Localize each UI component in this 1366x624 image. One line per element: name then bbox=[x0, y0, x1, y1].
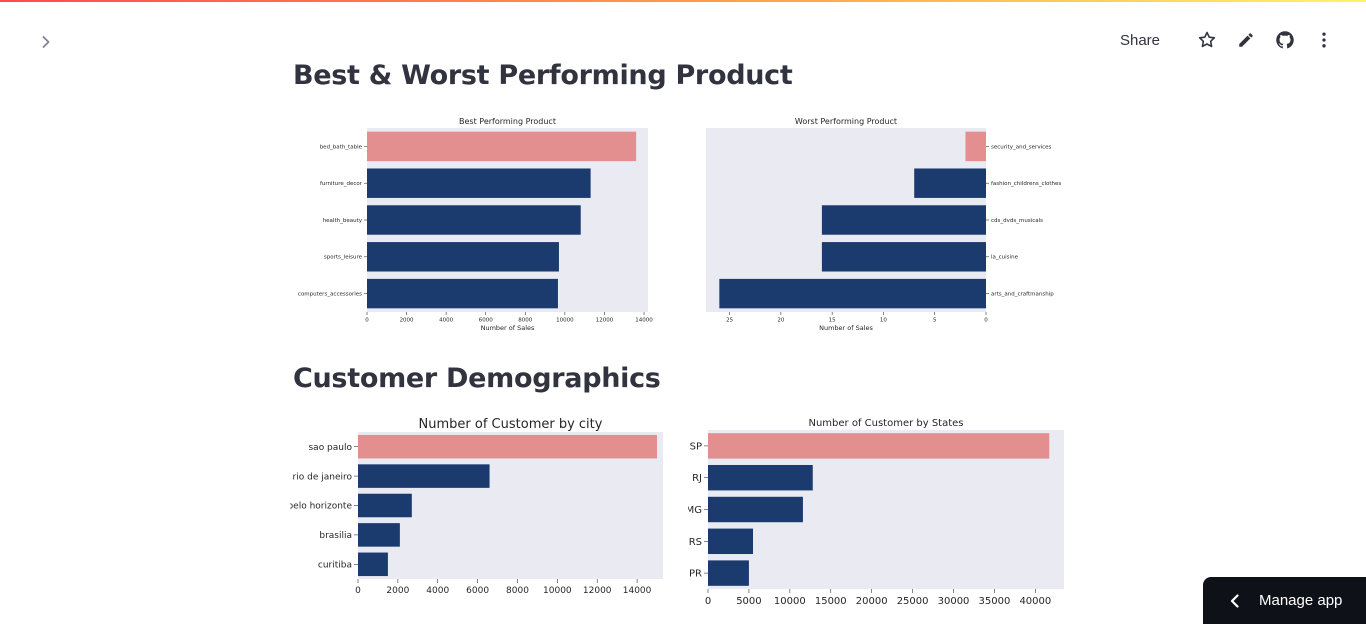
chevron-left-icon bbox=[1229, 593, 1241, 608]
x-tick-label: 4000 bbox=[426, 586, 449, 596]
bar-sports-leisure bbox=[367, 242, 559, 272]
section-title-demographics: Customer Demographics bbox=[293, 363, 661, 394]
x-tick-label: 10000 bbox=[543, 586, 572, 596]
y-tick-label: SP bbox=[690, 441, 702, 452]
bar-arts-and-craftmanship bbox=[719, 278, 986, 309]
x-tick-label: 5 bbox=[933, 318, 937, 324]
sidebar-toggle-button[interactable] bbox=[34, 32, 58, 56]
github-icon[interactable] bbox=[1273, 28, 1297, 52]
y-tick-label: security_and_services bbox=[991, 144, 1052, 150]
x-tick-label: 8000 bbox=[506, 586, 529, 596]
y-tick-label: arts_and_craftmanship bbox=[991, 292, 1054, 298]
x-tick-label: 0 bbox=[984, 318, 988, 324]
x-tick-label: 4000 bbox=[439, 318, 453, 324]
x-tick-label: 20 bbox=[777, 318, 784, 324]
x-tick-label: 6000 bbox=[479, 318, 493, 324]
y-tick-label: fashion_childrens_clothes bbox=[991, 181, 1061, 187]
customer-by-city-chart: Number of Customer by city sao paulo rio d… bbox=[290, 414, 675, 604]
x-tick-label: 14000 bbox=[635, 318, 653, 324]
y-tick-label: RS bbox=[689, 537, 702, 548]
bar-rio-de-janeiro bbox=[358, 464, 490, 488]
chart-title: Worst Performing Product bbox=[795, 117, 897, 126]
bar-fashion-childrens-clothes bbox=[914, 168, 986, 198]
y-tick-label: furniture_decor bbox=[320, 181, 363, 187]
bar-sp bbox=[708, 433, 1050, 459]
x-tick-label: 0 bbox=[355, 586, 361, 596]
y-tick-label: bed_bath_table bbox=[320, 144, 363, 150]
bar-la-cuisine bbox=[821, 242, 986, 272]
x-tick-label: 14000 bbox=[623, 586, 652, 596]
y-tick-label: PR bbox=[689, 569, 702, 580]
chart-title: Best Performing Product bbox=[459, 117, 556, 126]
x-tick-label: 25000 bbox=[897, 596, 929, 607]
x-tick-label: 12000 bbox=[583, 586, 612, 596]
bar-brasilia bbox=[358, 523, 400, 547]
best-product-chart-svg: Best Performing Product bed_bath_tablefur… bbox=[298, 117, 653, 332]
worst-product-chart-svg: Worst Performing Product security_and_ser… bbox=[706, 117, 1061, 332]
bar-belo-horizonte bbox=[358, 493, 412, 518]
top-decoration-bar bbox=[0, 0, 1366, 2]
bar-sao-paulo bbox=[358, 434, 658, 459]
more-vertical-icon[interactable] bbox=[1312, 28, 1336, 52]
x-tick-label: 10000 bbox=[774, 596, 806, 607]
y-tick-label: rio de janeiro bbox=[293, 472, 353, 482]
y-tick-label: RJ bbox=[692, 473, 702, 484]
bar-curitiba bbox=[358, 552, 388, 577]
y-tick-label: sports_leisure bbox=[324, 255, 363, 261]
chevron-right-icon bbox=[39, 35, 53, 54]
y-tick-label: computers_accessories bbox=[298, 292, 362, 298]
x-tick-label: 15000 bbox=[815, 596, 847, 607]
y-tick-label: belo horizonte bbox=[290, 502, 352, 512]
x-tick-label: 10000 bbox=[556, 318, 574, 324]
bar-rs bbox=[708, 528, 754, 555]
x-tick-label: 2000 bbox=[400, 318, 414, 324]
x-tick-label: 15 bbox=[829, 318, 836, 324]
x-tick-label: 12000 bbox=[596, 318, 614, 324]
x-tick-label: 5000 bbox=[736, 596, 761, 607]
y-tick-label: sao paulo bbox=[308, 443, 352, 453]
x-tick-label: 25 bbox=[726, 318, 733, 324]
app-toolbar: Share bbox=[1120, 28, 1336, 52]
bar-health-beauty bbox=[367, 205, 581, 235]
star-icon[interactable] bbox=[1195, 28, 1219, 52]
x-tick-label: 35000 bbox=[979, 596, 1011, 607]
bar-security-and-services bbox=[965, 131, 986, 162]
customer-by-states-chart: Number of Customer by States SP RJ MG RS PR 0 5… bbox=[688, 414, 1068, 624]
y-tick-label: health_beauty bbox=[323, 218, 363, 224]
bar-cds-dvds-musicals bbox=[821, 205, 986, 235]
x-tick-label: 0 bbox=[705, 596, 711, 607]
bar-mg bbox=[708, 496, 803, 523]
section-title-products: Best & Worst Performing Product bbox=[293, 60, 793, 91]
manage-app-label: Manage app bbox=[1259, 592, 1343, 609]
x-tick-label: 40000 bbox=[1019, 596, 1051, 607]
y-tick-label: brasilia bbox=[319, 531, 352, 541]
bar-pr bbox=[708, 560, 749, 586]
bar-computers-accessories bbox=[367, 278, 558, 309]
x-tick-label: 2000 bbox=[386, 586, 409, 596]
x-tick-label: 0 bbox=[365, 318, 369, 324]
x-tick-label: 8000 bbox=[518, 318, 532, 324]
bar-bed-bath-table bbox=[367, 131, 637, 162]
x-tick-label: 30000 bbox=[938, 596, 970, 607]
edit-icon[interactable] bbox=[1234, 28, 1258, 52]
bar-rj bbox=[708, 464, 813, 491]
x-tick-label: 6000 bbox=[466, 586, 489, 596]
x-tick-label: 10 bbox=[880, 318, 887, 324]
y-tick-label: curitiba bbox=[318, 560, 352, 570]
worst-performing-product-chart: Worst Performing Product security_and_ser… bbox=[700, 112, 1100, 337]
y-tick-label: la_cuisine bbox=[991, 255, 1019, 261]
y-tick-label: cds_dvds_musicals bbox=[991, 218, 1043, 224]
y-tick-label: MG bbox=[688, 505, 702, 516]
share-button[interactable]: Share bbox=[1119, 31, 1160, 49]
chart-title: Number of Customer by city bbox=[419, 417, 603, 432]
manage-app-button[interactable]: Manage app bbox=[1203, 577, 1366, 624]
x-axis-label: Number of Sales bbox=[819, 324, 873, 332]
chart-title: Number of Customer by States bbox=[808, 418, 963, 429]
state-chart-svg: Number of Customer by States SP RJ MG RS PR 0 5… bbox=[688, 418, 1064, 607]
x-tick-label: 20000 bbox=[856, 596, 888, 607]
x-axis-label: Number of Sales bbox=[481, 324, 535, 332]
city-chart-svg: Number of Customer by city sao paulo rio d… bbox=[290, 417, 663, 596]
bar-furniture-decor bbox=[367, 168, 591, 198]
